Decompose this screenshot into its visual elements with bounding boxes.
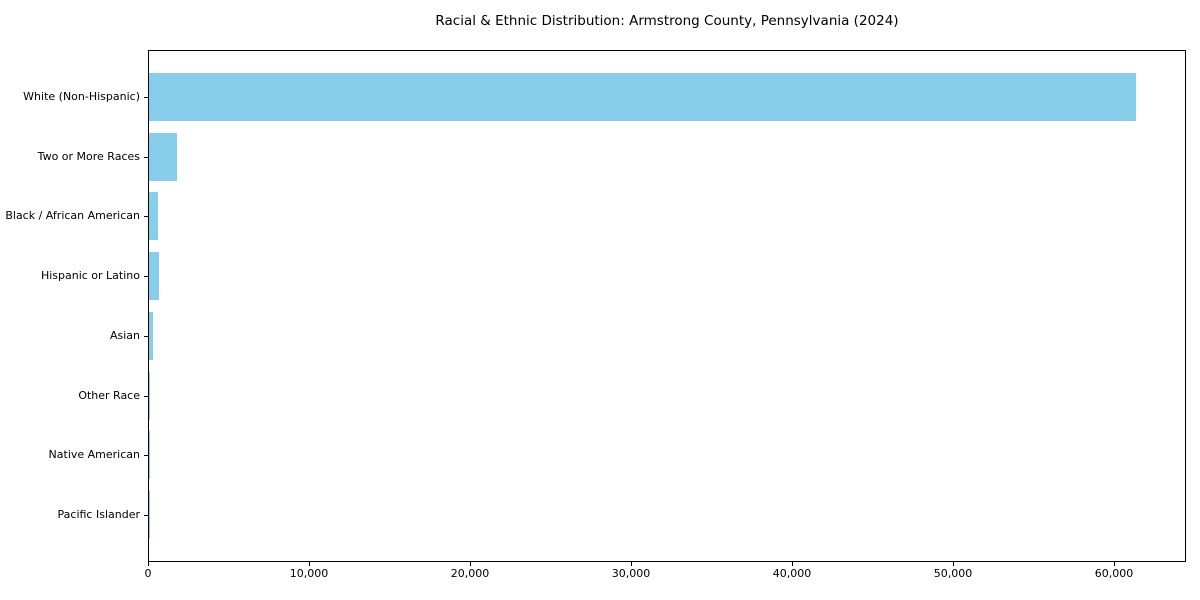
plot-area [148,50,1186,562]
x-tick-label: 0 [144,567,152,580]
bar [149,252,159,301]
bar [149,371,150,420]
x-tick-label: 60,000 [1094,567,1134,580]
x-tick-mark [1114,562,1115,566]
bar [149,73,1137,122]
x-tick-mark [470,562,471,566]
chart-title: Racial & Ethnic Distribution: Armstrong … [435,13,899,29]
x-tick-mark [148,562,149,566]
x-tick-label: 30,000 [611,567,651,580]
y-tick-mark [144,216,148,217]
y-tick-mark [144,276,148,277]
x-tick-mark [309,562,310,566]
bar [149,132,178,181]
x-tick-label: 40,000 [772,567,812,580]
x-tick-mark [792,562,793,566]
y-tick-label: Other Race [78,389,140,402]
x-tick-label: 50,000 [933,567,973,580]
y-tick-label: Asian [109,329,140,342]
y-tick-label: White (Non-Hispanic) [23,90,140,103]
y-tick-label: Pacific Islander [57,508,140,521]
x-tick-mark [631,562,632,566]
y-tick-label: Hispanic or Latino [40,269,140,282]
y-tick-mark [144,396,148,397]
y-tick-mark [144,157,148,158]
y-tick-mark [144,97,148,98]
y-tick-label: Black / African American [5,209,140,222]
y-tick-mark [144,455,148,456]
x-tick-label: 20,000 [450,567,490,580]
bar [149,192,159,241]
y-tick-label: Two or More Races [37,150,140,163]
y-tick-mark [144,336,148,337]
x-tick-label: 10,000 [289,567,329,580]
y-tick-label: Native American [48,448,140,461]
bar [149,311,154,360]
x-tick-mark [953,562,954,566]
y-tick-mark [144,515,148,516]
